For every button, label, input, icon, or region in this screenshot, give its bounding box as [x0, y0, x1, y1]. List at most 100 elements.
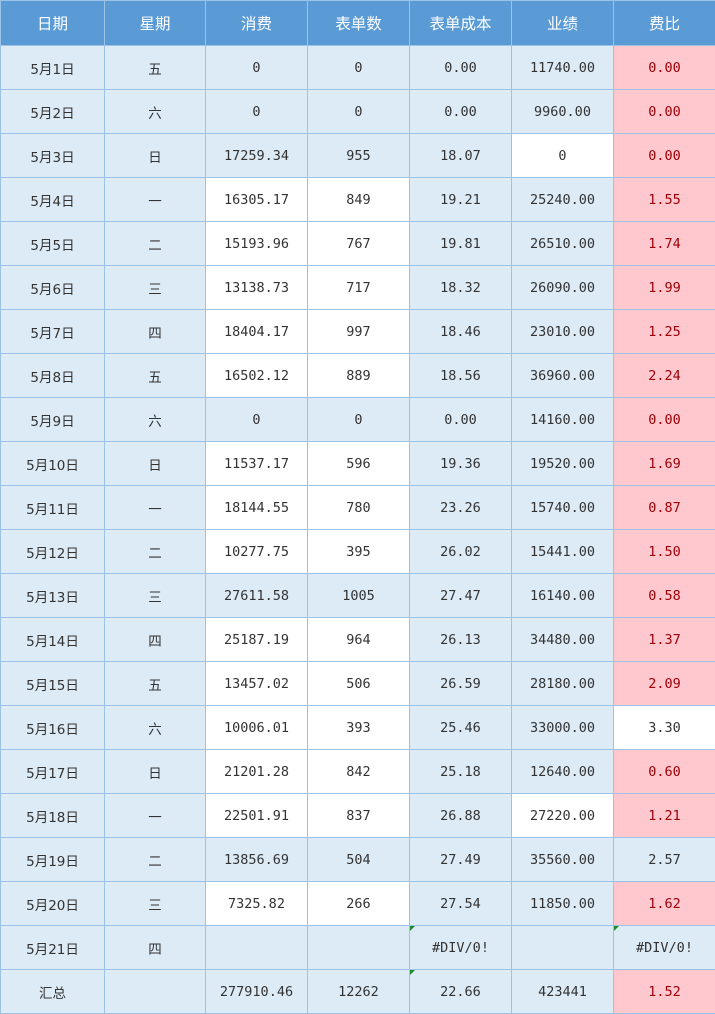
weekday-cell[interactable]: 四 — [105, 926, 206, 970]
spend-cell[interactable]: 18404.17 — [206, 310, 308, 354]
cost-ratio-cell[interactable]: 0.60 — [614, 750, 715, 794]
forms-cell[interactable]: 1005 — [308, 574, 410, 618]
date-cell[interactable]: 5月2日 — [1, 90, 105, 134]
cost-ratio-cell[interactable]: 3.30 — [614, 706, 715, 750]
forms-cell[interactable]: 842 — [308, 750, 410, 794]
form-cost-cell[interactable]: 27.47 — [410, 574, 512, 618]
cost-ratio-cell[interactable]: 0.87 — [614, 486, 715, 530]
sales-cell[interactable]: 25240.00 — [512, 178, 614, 222]
weekday-cell[interactable]: 一 — [105, 178, 206, 222]
form-cost-cell[interactable]: 25.18 — [410, 750, 512, 794]
form-cost-cell[interactable]: 22.66 — [410, 970, 512, 1014]
weekday-cell[interactable]: 二 — [105, 530, 206, 574]
date-cell[interactable]: 5月8日 — [1, 354, 105, 398]
weekday-cell[interactable]: 六 — [105, 398, 206, 442]
spend-cell[interactable]: 13138.73 — [206, 266, 308, 310]
spend-cell[interactable]: 277910.46 — [206, 970, 308, 1014]
spend-cell[interactable]: 22501.91 — [206, 794, 308, 838]
date-cell[interactable]: 5月13日 — [1, 574, 105, 618]
form-cost-cell[interactable]: 26.02 — [410, 530, 512, 574]
weekday-cell[interactable]: 日 — [105, 750, 206, 794]
header-weekday[interactable]: 星期 — [105, 1, 206, 46]
forms-cell[interactable]: 837 — [308, 794, 410, 838]
form-cost-cell[interactable]: 25.46 — [410, 706, 512, 750]
header-forms[interactable]: 表单数 — [308, 1, 410, 46]
cost-ratio-cell[interactable]: 1.55 — [614, 178, 715, 222]
sales-cell[interactable]: 27220.00 — [512, 794, 614, 838]
sales-cell[interactable]: 15740.00 — [512, 486, 614, 530]
spend-cell[interactable]: 13457.02 — [206, 662, 308, 706]
sales-cell[interactable]: 34480.00 — [512, 618, 614, 662]
spend-cell[interactable]: 25187.19 — [206, 618, 308, 662]
sales-cell[interactable] — [512, 926, 614, 970]
weekday-cell[interactable]: 一 — [105, 794, 206, 838]
sales-cell[interactable]: 14160.00 — [512, 398, 614, 442]
forms-cell[interactable]: 596 — [308, 442, 410, 486]
form-cost-cell[interactable]: 26.13 — [410, 618, 512, 662]
date-cell[interactable]: 5月5日 — [1, 222, 105, 266]
forms-cell[interactable]: 395 — [308, 530, 410, 574]
weekday-cell[interactable]: 六 — [105, 706, 206, 750]
date-cell[interactable]: 5月1日 — [1, 46, 105, 90]
form-cost-cell[interactable]: 18.32 — [410, 266, 512, 310]
cost-ratio-cell[interactable]: 1.21 — [614, 794, 715, 838]
weekday-cell[interactable]: 一 — [105, 486, 206, 530]
date-cell[interactable]: 5月6日 — [1, 266, 105, 310]
header-sales[interactable]: 业绩 — [512, 1, 614, 46]
cost-ratio-cell[interactable]: 1.37 — [614, 618, 715, 662]
sales-cell[interactable]: 12640.00 — [512, 750, 614, 794]
form-cost-cell[interactable]: 0.00 — [410, 90, 512, 134]
spend-cell[interactable]: 7325.82 — [206, 882, 308, 926]
forms-cell[interactable]: 0 — [308, 90, 410, 134]
date-cell[interactable]: 5月20日 — [1, 882, 105, 926]
spend-cell[interactable]: 15193.96 — [206, 222, 308, 266]
sales-cell[interactable]: 23010.00 — [512, 310, 614, 354]
cost-ratio-cell[interactable]: 1.25 — [614, 310, 715, 354]
cost-ratio-cell[interactable]: 2.57 — [614, 838, 715, 882]
weekday-cell[interactable]: 四 — [105, 310, 206, 354]
sales-cell[interactable]: 19520.00 — [512, 442, 614, 486]
forms-cell[interactable]: 0 — [308, 46, 410, 90]
forms-cell[interactable]: 12262 — [308, 970, 410, 1014]
forms-cell[interactable]: 717 — [308, 266, 410, 310]
spend-cell[interactable]: 0 — [206, 398, 308, 442]
sales-cell[interactable]: 26090.00 — [512, 266, 614, 310]
forms-cell[interactable]: 0 — [308, 398, 410, 442]
cost-ratio-cell[interactable]: 1.69 — [614, 442, 715, 486]
spend-cell[interactable]: 21201.28 — [206, 750, 308, 794]
spend-cell[interactable]: 16502.12 — [206, 354, 308, 398]
spend-cell[interactable]: 16305.17 — [206, 178, 308, 222]
form-cost-cell[interactable]: 26.88 — [410, 794, 512, 838]
forms-cell[interactable]: 506 — [308, 662, 410, 706]
cost-ratio-cell[interactable]: 1.50 — [614, 530, 715, 574]
form-cost-cell[interactable]: 0.00 — [410, 46, 512, 90]
cost-ratio-cell[interactable]: 0.00 — [614, 398, 715, 442]
spend-cell[interactable] — [206, 926, 308, 970]
date-cell[interactable]: 5月19日 — [1, 838, 105, 882]
weekday-cell[interactable]: 六 — [105, 90, 206, 134]
forms-cell[interactable]: 955 — [308, 134, 410, 178]
date-cell[interactable]: 5月17日 — [1, 750, 105, 794]
weekday-cell[interactable]: 日 — [105, 134, 206, 178]
weekday-cell[interactable]: 二 — [105, 838, 206, 882]
weekday-cell[interactable]: 五 — [105, 354, 206, 398]
form-cost-cell[interactable]: 19.81 — [410, 222, 512, 266]
date-cell[interactable]: 5月3日 — [1, 134, 105, 178]
total-label[interactable]: 汇总 — [1, 970, 105, 1014]
weekday-cell[interactable]: 二 — [105, 222, 206, 266]
form-cost-cell[interactable]: 19.21 — [410, 178, 512, 222]
date-cell[interactable]: 5月21日 — [1, 926, 105, 970]
sales-cell[interactable]: 16140.00 — [512, 574, 614, 618]
spend-cell[interactable]: 18144.55 — [206, 486, 308, 530]
weekday-cell[interactable]: 五 — [105, 46, 206, 90]
form-cost-cell[interactable]: 27.54 — [410, 882, 512, 926]
weekday-cell[interactable]: 三 — [105, 266, 206, 310]
weekday-cell[interactable]: 五 — [105, 662, 206, 706]
cost-ratio-cell[interactable]: 2.09 — [614, 662, 715, 706]
weekday-cell[interactable]: 三 — [105, 574, 206, 618]
forms-cell[interactable]: 767 — [308, 222, 410, 266]
date-cell[interactable]: 5月4日 — [1, 178, 105, 222]
sales-cell[interactable]: 35560.00 — [512, 838, 614, 882]
cost-ratio-cell[interactable]: 2.24 — [614, 354, 715, 398]
header-date[interactable]: 日期 — [1, 1, 105, 46]
